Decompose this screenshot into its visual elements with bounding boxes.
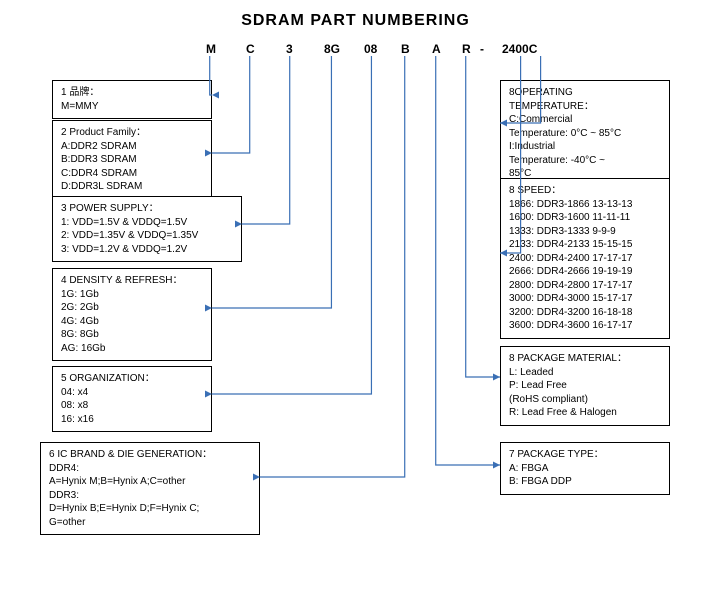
box-line: A: FBGA — [509, 462, 661, 476]
box-line: R: Lead Free & Halogen — [509, 406, 661, 420]
box-line: 3 POWER SUPPLY： — [61, 202, 233, 216]
connector-icbrand — [260, 56, 405, 477]
box-icbrand: 6 IC BRAND & DIE GENERATION：DDR4:A=Hynix… — [40, 442, 260, 535]
box-line: 2800: DDR4-2800 17-17-17 — [509, 279, 661, 293]
box-line: D=Hynix B;E=Hynix D;F=Hynix C; — [49, 502, 251, 516]
box-line: 2666: DDR4-2666 19-19-19 — [509, 265, 661, 279]
box-line: 2133: DDR4-2133 15-15-15 — [509, 238, 661, 252]
box-line: 4 DENSITY & REFRESH： — [61, 274, 203, 288]
box-line: 8 PACKAGE MATERIAL： — [509, 352, 661, 366]
box-line: L: Leaded — [509, 366, 661, 380]
box-line: C:DDR4 SDRAM — [61, 167, 203, 181]
box-line: 08: x8 — [61, 399, 203, 413]
code-segment-9: 2400C — [502, 42, 537, 56]
box-line: A:DDR2 SDRAM — [61, 140, 203, 154]
box-org: 5 ORGANIZATION：04: x408: x816: x16 — [52, 366, 212, 432]
connector-density — [212, 56, 331, 308]
box-line: Temperature: -40°C ~ — [509, 154, 661, 168]
box-line: 04: x4 — [61, 386, 203, 400]
box-line: 8 SPEED： — [509, 184, 661, 198]
box-line: B:DDR3 SDRAM — [61, 153, 203, 167]
code-segment-6: A — [432, 42, 441, 56]
box-line: C:Commercial — [509, 113, 661, 127]
box-line: 3200: DDR4-3200 16-18-18 — [509, 306, 661, 320]
box-line: 2400: DDR4-2400 17-17-17 — [509, 252, 661, 266]
box-line: 5 ORGANIZATION： — [61, 372, 203, 386]
box-line: TEMPERATURE： — [509, 100, 661, 114]
box-optemp: 8OPERATINGTEMPERATURE：C:CommercialTemper… — [500, 80, 670, 187]
box-brand: 1 品牌：M=MMY — [52, 80, 212, 119]
code-segment-4: 08 — [364, 42, 377, 56]
connector-family — [212, 56, 250, 153]
box-line: 2 Product Family： — [61, 126, 203, 140]
box-line: 2: VDD=1.35V & VDDQ=1.35V — [61, 229, 233, 243]
box-line: AG: 16Gb — [61, 342, 203, 356]
code-segment-7: R — [462, 42, 471, 56]
code-segment-8: - — [480, 42, 484, 56]
box-line: M=MMY — [61, 100, 203, 114]
code-segment-3: 8G — [324, 42, 340, 56]
box-line: DDR3: — [49, 489, 251, 503]
box-power: 3 POWER SUPPLY：1: VDD=1.5V & VDDQ=1.5V2:… — [52, 196, 242, 262]
box-line: Temperature: 0°C ~ 85°C — [509, 127, 661, 141]
box-line: D:DDR3L SDRAM — [61, 180, 203, 194]
box-line: DDR4: — [49, 462, 251, 476]
connector-power — [242, 56, 290, 224]
box-line: A=Hynix M;B=Hynix A;C=other — [49, 475, 251, 489]
box-line: 3000: DDR4-3000 15-17-17 — [509, 292, 661, 306]
box-line: 3: VDD=1.2V & VDDQ=1.2V — [61, 243, 233, 257]
box-line: 1866: DDR3-1866 13-13-13 — [509, 198, 661, 212]
box-line: 6 IC BRAND & DIE GENERATION： — [49, 448, 251, 462]
box-density: 4 DENSITY & REFRESH：1G: 1Gb2G: 2Gb4G: 4G… — [52, 268, 212, 361]
box-line: G=other — [49, 516, 251, 530]
code-segment-1: C — [246, 42, 255, 56]
box-line: 16: x16 — [61, 413, 203, 427]
box-line: 3600: DDR4-3600 16-17-17 — [509, 319, 661, 333]
box-speed: 8 SPEED：1866: DDR3-1866 13-13-131600: DD… — [500, 178, 670, 339]
box-line: I:Industrial — [509, 140, 661, 154]
box-line: (RoHS compliant) — [509, 393, 661, 407]
box-line: 8OPERATING — [509, 86, 661, 100]
box-line: 1G: 1Gb — [61, 288, 203, 302]
diagram-title: SDRAM PART NUMBERING — [0, 12, 711, 30]
box-line: 1: VDD=1.5V & VDDQ=1.5V — [61, 216, 233, 230]
code-segment-5: B — [401, 42, 410, 56]
box-pkgtype: 7 PACKAGE TYPE：A: FBGAB: FBGA DDP — [500, 442, 670, 495]
code-segment-0: M — [206, 42, 216, 56]
connector-pkgmat — [466, 56, 500, 377]
box-line: 4G: 4Gb — [61, 315, 203, 329]
box-pkgmat: 8 PACKAGE MATERIAL：L: LeadedP: Lead Free… — [500, 346, 670, 426]
box-line: 8G: 8Gb — [61, 328, 203, 342]
box-line: 2G: 2Gb — [61, 301, 203, 315]
box-line: 1 品牌： — [61, 86, 203, 100]
box-line: P: Lead Free — [509, 379, 661, 393]
box-family: 2 Product Family：A:DDR2 SDRAMB:DDR3 SDRA… — [52, 120, 212, 200]
box-line: B: FBGA DDP — [509, 475, 661, 489]
box-line: 1333: DDR3-1333 9-9-9 — [509, 225, 661, 239]
code-segment-2: 3 — [286, 42, 293, 56]
box-line: 1600: DDR3-1600 11-11-11 — [509, 211, 661, 225]
box-line: 7 PACKAGE TYPE： — [509, 448, 661, 462]
connector-pkgtype — [436, 56, 500, 465]
